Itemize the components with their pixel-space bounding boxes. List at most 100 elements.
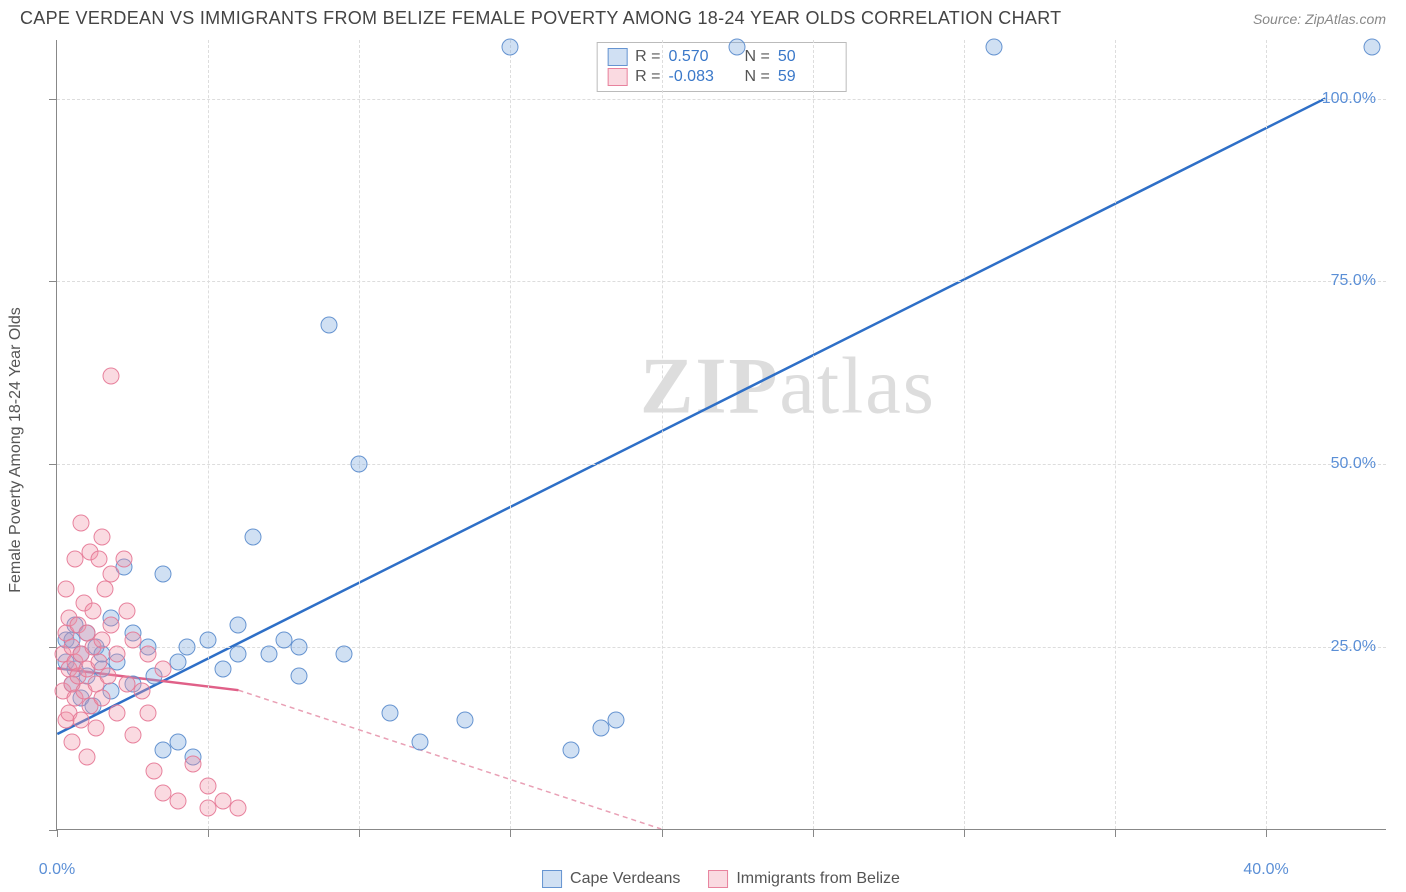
- data-point: [124, 726, 141, 743]
- data-point: [79, 748, 96, 765]
- y-tick-label: 25.0%: [1331, 638, 1376, 656]
- data-point: [109, 646, 126, 663]
- watermark: ZIPatlas: [640, 342, 936, 433]
- x-tick-label: 0.0%: [39, 861, 75, 879]
- stats-row: R = -0.083 N = 59: [607, 67, 836, 87]
- data-point: [178, 639, 195, 656]
- data-point: [73, 514, 90, 531]
- chart-container: Female Poverty Among 18-24 Year Olds ZIP…: [56, 40, 1386, 860]
- data-point: [64, 734, 81, 751]
- x-tick: [813, 829, 814, 837]
- data-point: [411, 734, 428, 751]
- data-point: [1363, 39, 1380, 56]
- data-point: [230, 617, 247, 634]
- gridline-h: [57, 464, 1386, 465]
- gridline-v: [964, 40, 965, 829]
- x-tick: [359, 829, 360, 837]
- gridline-h: [57, 647, 1386, 648]
- gridline-h: [57, 99, 1386, 100]
- data-point: [100, 668, 117, 685]
- y-tick: [49, 99, 57, 100]
- data-point: [502, 39, 519, 56]
- gridline-h: [57, 281, 1386, 282]
- data-point: [58, 580, 75, 597]
- legend-label: Cape Verdeans: [570, 870, 680, 888]
- data-point: [154, 661, 171, 678]
- data-point: [103, 617, 120, 634]
- correlation-stats-box: R = 0.570 N = 50 R = -0.083 N = 59: [596, 42, 847, 92]
- data-point: [85, 602, 102, 619]
- data-point: [245, 529, 262, 546]
- data-point: [94, 529, 111, 546]
- data-point: [260, 646, 277, 663]
- y-tick-label: 75.0%: [1331, 272, 1376, 290]
- gridline-v: [359, 40, 360, 829]
- data-point: [103, 565, 120, 582]
- x-tick: [57, 829, 58, 837]
- gridline-v: [662, 40, 663, 829]
- r-label: R =: [635, 68, 660, 86]
- data-point: [97, 580, 114, 597]
- data-point: [290, 668, 307, 685]
- legend-label: Immigrants from Belize: [736, 870, 900, 888]
- data-point: [94, 690, 111, 707]
- x-tick-label: 40.0%: [1243, 861, 1288, 879]
- r-value: -0.083: [669, 68, 727, 86]
- chart-header: CAPE VERDEAN VS IMMIGRANTS FROM BELIZE F…: [0, 0, 1406, 33]
- data-point: [133, 683, 150, 700]
- gridline-v: [813, 40, 814, 829]
- y-tick-label: 50.0%: [1331, 455, 1376, 473]
- data-point: [169, 653, 186, 670]
- pink-swatch-icon: [607, 68, 627, 86]
- pink-swatch-icon: [708, 870, 728, 888]
- x-tick: [510, 829, 511, 837]
- data-point: [562, 741, 579, 758]
- data-point: [139, 704, 156, 721]
- legend-item: Cape Verdeans: [542, 870, 680, 888]
- n-label: N =: [745, 68, 770, 86]
- r-value: 0.570: [669, 48, 727, 66]
- data-point: [200, 631, 217, 648]
- y-tick: [49, 464, 57, 465]
- data-point: [381, 704, 398, 721]
- x-tick: [1115, 829, 1116, 837]
- data-point: [118, 602, 135, 619]
- y-axis-title: Female Poverty Among 18-24 Year Olds: [7, 307, 25, 593]
- x-tick: [208, 829, 209, 837]
- data-point: [215, 661, 232, 678]
- trend-lines: [57, 40, 1386, 829]
- gridline-v: [1115, 40, 1116, 829]
- data-point: [986, 39, 1003, 56]
- data-point: [139, 646, 156, 663]
- data-point: [290, 639, 307, 656]
- data-point: [115, 551, 132, 568]
- data-point: [103, 368, 120, 385]
- data-point: [230, 800, 247, 817]
- data-point: [124, 631, 141, 648]
- blue-swatch-icon: [607, 48, 627, 66]
- data-point: [457, 712, 474, 729]
- n-value: 50: [778, 48, 836, 66]
- data-point: [608, 712, 625, 729]
- data-point: [200, 778, 217, 795]
- data-point: [729, 39, 746, 56]
- data-point: [145, 763, 162, 780]
- plot-area: ZIPatlas R = 0.570 N = 50 R = -0.083 N = 59…: [56, 40, 1386, 830]
- legend-item: Immigrants from Belize: [708, 870, 900, 888]
- n-label: N =: [745, 48, 770, 66]
- r-label: R =: [635, 48, 660, 66]
- n-value: 59: [778, 68, 836, 86]
- stats-row: R = 0.570 N = 50: [607, 47, 836, 67]
- x-tick: [662, 829, 663, 837]
- gridline-v: [208, 40, 209, 829]
- gridline-v: [1266, 40, 1267, 829]
- data-point: [351, 456, 368, 473]
- y-tick: [49, 281, 57, 282]
- data-point: [336, 646, 353, 663]
- y-tick-label: 100.0%: [1322, 90, 1376, 108]
- data-point: [169, 792, 186, 809]
- data-point: [154, 565, 171, 582]
- x-tick: [1266, 829, 1267, 837]
- source-attribution: Source: ZipAtlas.com: [1253, 11, 1386, 27]
- data-point: [94, 631, 111, 648]
